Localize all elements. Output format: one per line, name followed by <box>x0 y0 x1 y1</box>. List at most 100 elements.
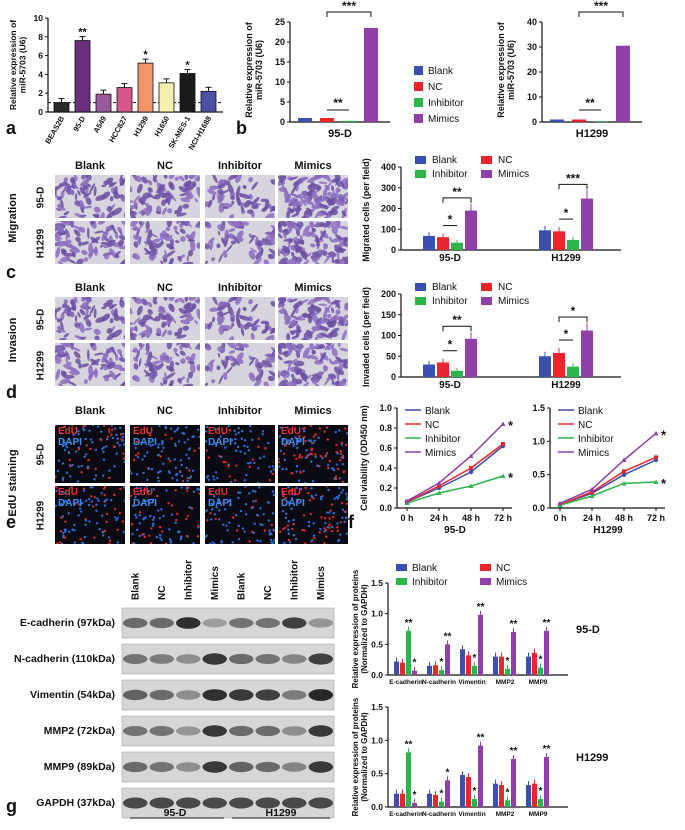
chart-viability-95d: 0.0 0.2 0.4 0.6 0.8 1.0 0 h 24 h 48 h 72 h 95-D Cel… <box>359 403 514 536</box>
d-group-label: 95-D <box>439 380 461 391</box>
g1-ytick-label: 0.0 <box>371 670 383 680</box>
f2-legend-label: Mimics <box>578 448 609 459</box>
c-bracket-high <box>442 197 472 203</box>
g2-xtick-label: E-cadherin <box>389 811 423 818</box>
g2-sig-mimics: * <box>413 790 417 801</box>
f2-point-Inhibitor <box>653 479 659 484</box>
micrograph: EdU DAPI <box>205 425 275 483</box>
g1-xtick-label: Vimentin <box>458 679 485 686</box>
g1-legend-label: NC <box>496 563 510 574</box>
d-bar-95-D-Inhibitor <box>451 370 463 377</box>
micrograph <box>278 221 348 264</box>
b1-ytick-label: 25 <box>275 17 285 27</box>
g1-ytick-label: 0.5 <box>371 639 383 649</box>
g1-sig-mimics: ** <box>543 618 551 629</box>
f2-legend-label: Inhibitor <box>578 434 614 445</box>
panel-label-f: f <box>348 512 354 532</box>
d-sig: * <box>571 304 576 318</box>
f1-ylabel: Cell viability (OD450 nm) <box>359 405 369 511</box>
g1-bar-N-cadherin-NC <box>433 665 438 675</box>
d-bar-H1299-Mimics <box>581 330 593 377</box>
g1-xtick-label: MMP2 <box>496 679 515 686</box>
f2-point-Mimics <box>653 430 659 436</box>
f2-ytick-label: 1.0 <box>532 436 545 446</box>
a-ytick-label: 0 <box>38 107 43 117</box>
blot-band <box>255 797 280 809</box>
d-legend-swatch <box>415 297 426 305</box>
g2-bar-MMP2-NC <box>499 785 504 807</box>
blot-band <box>176 690 201 700</box>
d-bar-95-D-Mimics <box>465 338 477 377</box>
d-ytick-label: 0 <box>391 372 396 382</box>
a-bar-BEAS2B <box>53 102 70 113</box>
f2-xtick-label: 0 h <box>553 513 566 523</box>
d-legend-label: Inhibitor <box>432 296 468 307</box>
blot-band <box>308 618 333 628</box>
a-bar-HCC827 <box>116 87 133 113</box>
g1-bar-Vimentin-Inhibitor <box>472 665 477 675</box>
b2-bar-Mimics <box>616 45 630 122</box>
micro-col-header: NC <box>157 405 173 417</box>
blot-lane-label: Blank <box>130 572 141 600</box>
g2-xtick-label: N-cadherin <box>422 811 456 818</box>
micro-row-label: H1299 <box>35 500 47 531</box>
g2-bar-N-cadherin-Blank <box>427 793 432 807</box>
g1-bar-MMP9-Inhibitor <box>538 667 543 675</box>
f1-point-Mimics <box>404 498 410 503</box>
d-sig: * <box>448 338 453 352</box>
blot-band <box>229 797 254 809</box>
blot-band <box>282 654 307 664</box>
blot-lane-label: Blank <box>236 572 247 600</box>
g1-bar-MMP9-Blank <box>526 656 531 675</box>
edu-label: EdU <box>133 487 153 498</box>
blot-band <box>202 689 227 701</box>
g2-xtick-label: Vimentin <box>458 811 485 818</box>
micro-row-label: 95-D <box>35 186 47 208</box>
blot-band <box>308 689 333 701</box>
legend-b: Blank NC Inhibitor Mimics <box>414 66 464 125</box>
g1-sig-inhibitor: * <box>440 657 444 668</box>
blot-band <box>229 725 254 737</box>
blot-band <box>229 689 254 701</box>
blot-band <box>229 618 254 628</box>
f2-point-Inhibitor <box>589 493 595 498</box>
blot-band <box>202 653 227 665</box>
panel-label-g: g <box>6 796 17 816</box>
d-legend-swatch <box>415 283 426 291</box>
micrograph <box>55 297 125 340</box>
c-ytick-label: 300 <box>381 183 396 193</box>
micrograph <box>55 175 125 218</box>
g1-sig-inhibitor: * <box>473 653 477 664</box>
g2-bar-N-cadherin-Inhibitor <box>439 801 444 807</box>
g2-bar-MMP2-Blank <box>493 783 498 807</box>
f1-line-NC <box>406 443 504 503</box>
b2-title: H1299 <box>576 128 608 140</box>
g1-bar-E-cadherin-Mimics <box>412 670 417 675</box>
b1-bar-NC <box>320 118 334 122</box>
f1-legend-label: Blank <box>425 406 451 417</box>
g1-legend-swatch <box>396 578 407 585</box>
f1-legend-label: Mimics <box>425 448 456 459</box>
d-ytick-label: 200 <box>381 289 396 299</box>
b1-ytick-label: 0 <box>280 117 285 127</box>
f1-point-Inhibitor <box>436 490 442 495</box>
blot-lane-label: Mimics <box>316 566 327 600</box>
c-bar-H1299-NC <box>553 231 565 250</box>
d-group-label: H1299 <box>551 380 581 391</box>
blot-band <box>149 689 174 701</box>
g1-bar-N-cadherin-Blank <box>427 665 432 675</box>
g2-sig-mimics: ** <box>510 746 518 757</box>
c-sig: * <box>448 213 453 227</box>
blot-band <box>282 617 307 629</box>
a-bar-H1299 <box>137 62 154 113</box>
c-bar-H1299-Mimics <box>581 198 593 250</box>
g2-bar-N-cadherin-Mimics <box>445 780 450 807</box>
blot-band <box>202 761 227 773</box>
g1-xtick-label: N-cadherin <box>422 679 456 686</box>
micrograph: EdU DAPI <box>55 486 125 544</box>
chart-cell-line-expression: 0 2 4 6 8 10 Relative expression ofmiR-5703 (U… <box>8 13 223 151</box>
b2-ylabel: Relative expression ofmiR-5703 (U6) <box>496 21 516 118</box>
a-bar-NCI-H1688 <box>200 90 217 113</box>
f1-xtick-label: 72 h <box>494 513 512 523</box>
